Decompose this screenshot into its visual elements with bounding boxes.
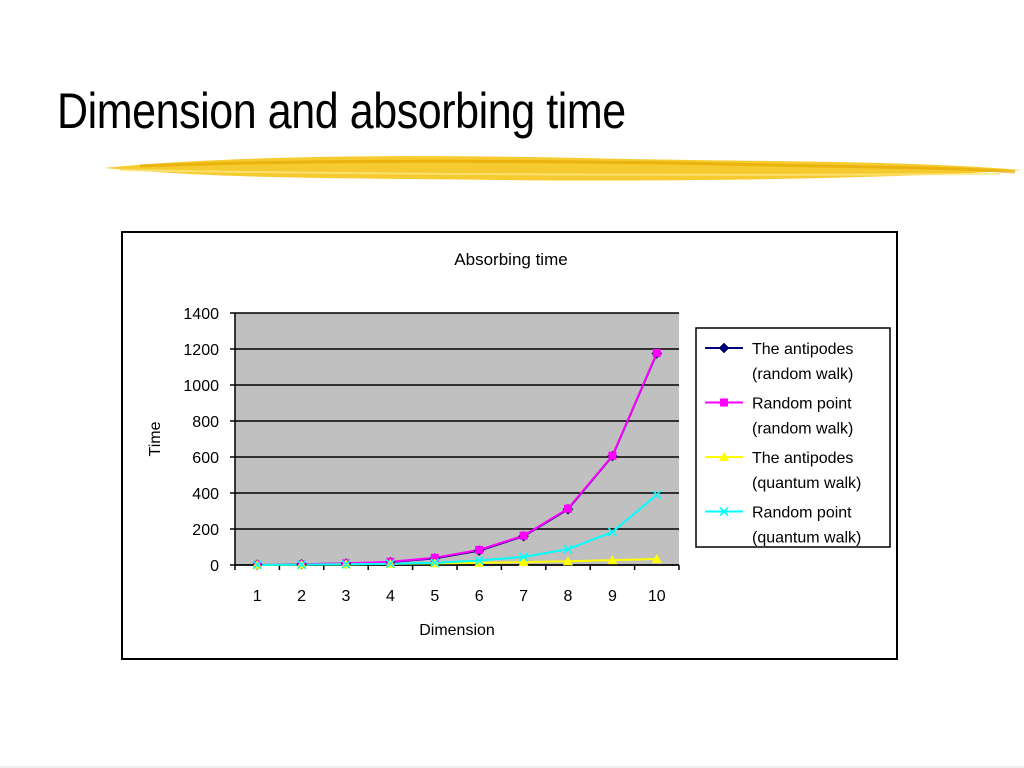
data-point-series-2 [519,531,528,540]
data-point-series-4 [297,560,307,570]
legend-marker-3 [719,452,729,461]
data-point-series-4 [430,558,440,568]
data-point-series-3 [518,557,529,567]
legend-marker-4 [719,506,729,517]
x-tick-label: 4 [386,588,395,605]
x-tick-label: 3 [342,588,351,605]
y-tick-label: 1200 [183,342,219,359]
x-axis-label: Dimension [419,622,495,639]
yellow-brush-stroke [104,156,1022,181]
data-point-series-3 [651,554,662,564]
data-point-series-3 [474,557,485,567]
x-tick-label: 10 [648,588,666,605]
legend-label: (quantum walk) [752,530,861,547]
series-markers [251,348,663,570]
bottom-rule [0,766,1024,768]
legend-marker-2 [720,398,728,407]
line-chart: Absorbing time 0 200 400 600 800 1000 1200 1400… [147,250,891,639]
data-point-series-2 [652,348,661,357]
x-tick-label: 2 [297,588,306,605]
data-point-series-3 [607,555,618,565]
legend-label: Random point [752,505,852,522]
data-point-series-2 [564,504,572,513]
data-point-series-4 [474,555,484,566]
x-tick-labels: 1 2 3 4 5 6 7 8 9 10 [253,588,666,605]
y-tick-label: 1400 [183,306,219,323]
data-point-series-4 [385,559,395,569]
data-point-series-4 [563,544,573,554]
y-tick-label: 800 [192,414,219,431]
data-point-series-2 [430,553,439,562]
data-point-series-4 [607,527,617,537]
y-axis-label: Time [147,421,164,456]
legend-label: (random walk) [752,366,853,383]
x-tick-label: 1 [253,588,262,605]
x-tick-label: 5 [430,588,439,605]
data-point-series-4 [519,552,529,562]
series-lines [257,352,658,566]
legend-label: The antipodes [752,341,853,358]
legend-label: Random point [752,396,852,413]
slide-title: Dimension and absorbing time [57,83,626,139]
series-line-4 [257,494,658,566]
plot-area [235,313,679,565]
data-point-series-4 [341,559,351,569]
y-tick-label: 400 [192,486,219,503]
y-tick-label: 0 [210,558,219,575]
legend: The antipodes (random walk) Random point (r… [695,327,891,548]
data-point-series-2 [475,545,484,554]
data-point-series-4 [252,560,262,570]
gridlines [230,312,679,566]
legend-label: (random walk) [752,421,853,438]
x-tick-label: 6 [475,588,484,605]
data-point-series-4 [652,490,662,500]
data-point-series-2 [608,451,617,460]
chart-title: Absorbing time [454,250,567,269]
chart-frame: Absorbing time 0 200 400 600 800 1000 1200 1400… [121,231,898,660]
y-tick-labels: 0 200 400 600 800 1000 1200 1400 [183,306,219,575]
x-tick-label: 8 [564,588,573,605]
x-tick-label: 9 [608,588,617,605]
x-tick-label: 7 [519,588,528,605]
y-tick-label: 1000 [183,378,219,395]
legend-label: The antipodes [752,450,853,467]
legend-marker-1 [718,342,730,354]
data-point-series-3 [563,556,573,566]
legend-label: (quantum walk) [752,475,861,492]
y-tick-label: 200 [192,522,219,539]
y-tick-label: 600 [192,450,219,467]
